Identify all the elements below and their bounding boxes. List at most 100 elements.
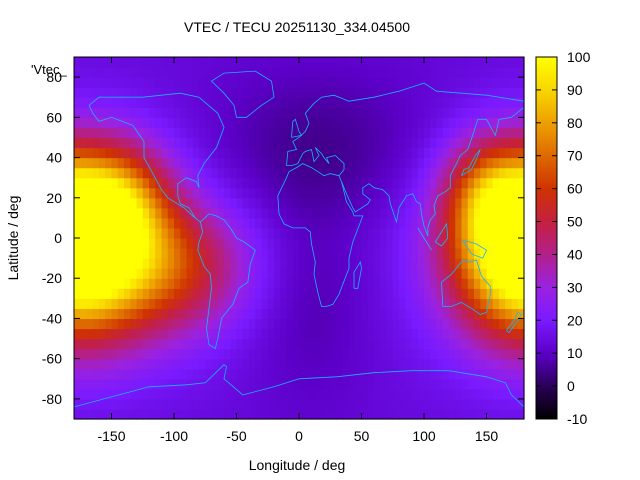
heatmap-cell xyxy=(149,87,156,98)
heatmap-cell xyxy=(399,87,406,98)
heatmap-cell xyxy=(417,167,425,179)
heatmap-cell xyxy=(142,318,150,330)
heatmap-cell xyxy=(392,378,400,390)
heatmap-cell xyxy=(286,308,294,320)
heatmap-cell xyxy=(155,77,163,88)
heatmap-cell xyxy=(286,167,294,179)
heatmap-cell xyxy=(436,328,444,340)
heatmap-cell xyxy=(136,268,144,279)
heatmap-cell xyxy=(330,67,338,78)
heatmap-cell xyxy=(174,268,181,279)
heatmap-cell xyxy=(361,67,369,78)
coastline xyxy=(417,227,432,251)
heatmap-cell xyxy=(417,87,425,98)
heatmap-cell xyxy=(317,238,325,249)
heatmap-cell xyxy=(211,207,219,219)
heatmap-cell xyxy=(274,268,281,279)
heatmap-cell xyxy=(505,117,513,128)
heatmap-cell xyxy=(217,77,225,88)
heatmap-cell xyxy=(355,298,363,309)
heatmap-cell xyxy=(430,127,438,139)
heatmap-cell xyxy=(230,127,238,139)
heatmap-cell xyxy=(286,268,294,279)
heatmap-cell xyxy=(74,298,81,309)
heatmap-cell xyxy=(267,298,275,309)
heatmap-cell xyxy=(180,177,188,189)
heatmap-cell xyxy=(480,77,488,88)
heatmap-cell xyxy=(367,87,375,98)
heatmap-cell xyxy=(80,117,88,128)
heatmap-cell xyxy=(180,258,188,269)
heatmap-cell xyxy=(380,227,388,239)
heatmap-cell xyxy=(480,137,488,149)
heatmap-cell xyxy=(211,177,219,189)
heatmap-cell xyxy=(349,207,356,219)
heatmap-cell xyxy=(80,177,88,189)
heatmap-cell xyxy=(155,167,163,179)
heatmap-cell xyxy=(80,207,88,219)
heatmap-cell xyxy=(380,207,388,219)
heatmap-cell xyxy=(361,177,369,189)
heatmap-cell xyxy=(292,368,300,380)
heatmap-cell xyxy=(174,147,181,159)
heatmap-cell xyxy=(292,338,300,350)
heatmap-cell xyxy=(186,258,194,269)
heatmap-cell xyxy=(124,288,131,299)
heatmap-cell xyxy=(355,127,363,139)
heatmap-cell xyxy=(336,298,344,309)
heatmap-cell xyxy=(80,258,88,269)
heatmap-cell xyxy=(205,147,213,159)
heatmap-cell xyxy=(411,197,419,209)
heatmap-cell xyxy=(374,378,381,390)
heatmap-cell xyxy=(411,77,419,88)
heatmap-cell xyxy=(205,298,213,309)
heatmap-cell xyxy=(255,117,263,128)
heatmap-cell xyxy=(161,177,169,189)
heatmap-cell xyxy=(367,328,375,340)
heatmap-cell xyxy=(124,348,131,360)
heatmap-cell xyxy=(117,338,125,350)
heatmap-cell xyxy=(480,248,488,259)
heatmap-cell xyxy=(117,67,125,78)
heatmap-cell xyxy=(349,177,356,189)
heatmap-cell xyxy=(474,248,481,259)
heatmap-cell xyxy=(305,338,313,350)
heatmap-cell xyxy=(324,258,331,269)
heatmap-cell xyxy=(386,278,394,289)
heatmap-cell xyxy=(111,187,119,199)
heatmap-cell xyxy=(186,157,194,169)
heatmap-cell xyxy=(74,368,81,380)
heatmap-cell xyxy=(324,167,331,179)
heatmap-cell xyxy=(292,238,300,249)
heatmap-cell xyxy=(511,157,519,169)
heatmap-cell xyxy=(517,167,525,179)
heatmap-cell xyxy=(342,77,350,88)
heatmap-cell xyxy=(486,217,494,229)
heatmap-cell xyxy=(167,167,175,179)
heatmap-cell xyxy=(249,238,256,249)
heatmap-cell xyxy=(317,398,325,410)
heatmap-cell xyxy=(230,217,238,229)
heatmap-cell xyxy=(342,197,350,209)
heatmap-cell xyxy=(355,217,363,229)
heatmap-cell xyxy=(349,117,356,128)
heatmap-cell xyxy=(217,97,225,108)
heatmap-cell xyxy=(374,248,381,259)
heatmap-cell xyxy=(417,358,425,370)
heatmap-cell xyxy=(474,167,481,179)
heatmap-cell xyxy=(430,87,438,98)
heatmap-cell xyxy=(199,348,206,360)
heatmap-cell xyxy=(355,177,363,189)
heatmap-cell xyxy=(155,117,163,128)
heatmap-cell xyxy=(380,308,388,320)
heatmap-cell xyxy=(274,248,281,259)
heatmap-cell xyxy=(405,127,413,139)
heatmap-cell xyxy=(336,378,344,390)
heatmap-cell xyxy=(361,358,369,370)
heatmap-cell xyxy=(149,398,156,410)
heatmap-cell xyxy=(330,278,338,289)
heatmap-cell xyxy=(180,278,188,289)
heatmap-cell xyxy=(174,348,181,360)
heatmap-cell xyxy=(255,167,263,179)
